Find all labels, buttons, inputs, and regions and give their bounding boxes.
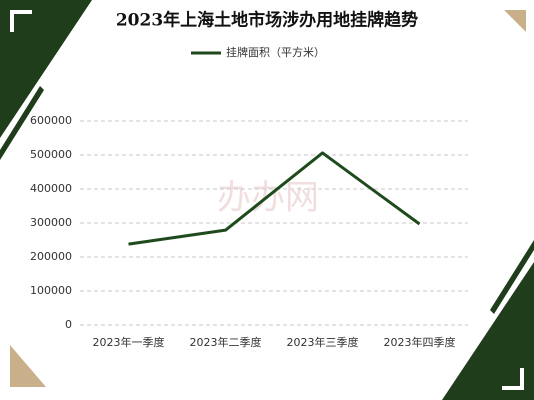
corner-decoration: [0, 0, 92, 138]
y-tick-label: 600000: [30, 114, 72, 127]
corner-decoration: [504, 10, 526, 32]
y-tick-label: 0: [65, 318, 72, 331]
y-tick-label: 100000: [30, 284, 72, 297]
data-line: [128, 151, 421, 246]
stripe-decoration: [490, 240, 534, 314]
stripe-decoration: [0, 86, 44, 160]
corner-decoration: [442, 262, 534, 400]
y-tick-label: 300000: [30, 216, 72, 229]
x-tick-label: 2023年四季度: [384, 335, 456, 349]
y-tick-label: 200000: [30, 250, 72, 263]
legend-label: 挂牌面积（平方米）: [226, 45, 325, 59]
x-tick-label: 2023年一季度: [93, 335, 165, 349]
x-tick-label: 2023年二季度: [190, 335, 262, 349]
chart-title: 2023年上海土地市场涉办用地挂牌趋势: [116, 10, 418, 31]
y-tick-label: 400000: [30, 182, 72, 195]
x-tick-label: 2023年三季度: [287, 335, 359, 349]
corner-decoration: [10, 345, 46, 387]
y-tick-label: 500000: [30, 148, 72, 161]
corner-bracket: [502, 368, 524, 390]
corner-bracket: [10, 10, 32, 32]
